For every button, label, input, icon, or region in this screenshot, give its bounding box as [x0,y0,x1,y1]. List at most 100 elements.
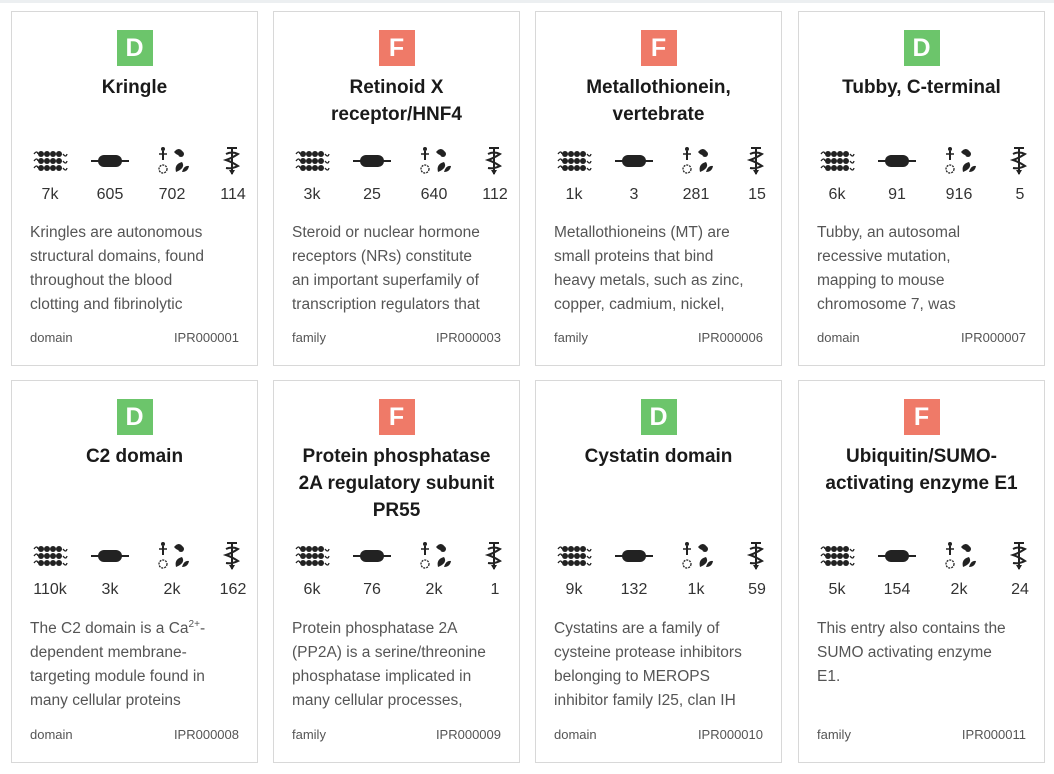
stat-count[interactable]: 640 [420,186,448,203]
entry-title-line: receptor/HNF4 [331,104,462,125]
entry-accession[interactable]: IPR000010 [697,727,763,742]
entry-title[interactable]: C2 domain [30,443,239,470]
sequences-icon[interactable] [292,146,332,180]
structure-icon[interactable] [1000,146,1040,180]
protein-domain-icon[interactable] [877,146,917,180]
sequences-icon[interactable] [292,541,332,575]
stat-count[interactable]: 1k [687,581,705,598]
stat-count[interactable]: 110k [33,581,67,598]
entry-title-line: vertebrate [612,104,705,125]
description-line: targeting module found in [30,668,205,685]
stat-count[interactable]: 5 [1015,186,1025,203]
taxonomy-icon[interactable] [676,146,716,180]
entry-footer: domain IPR000010 [554,727,763,742]
taxonomy-icon[interactable] [152,541,192,575]
entry-accession[interactable]: IPR000009 [435,727,501,742]
stat-count[interactable]: 916 [945,186,973,203]
structure-icon[interactable] [737,541,777,575]
sequences-icon[interactable] [30,541,70,575]
stat-count[interactable]: 3k [303,186,321,203]
structure-icon[interactable] [737,146,777,180]
entry-title[interactable]: Protein phosphatase 2A regulatory subunit… [292,443,501,524]
stat-count[interactable]: 114 [220,186,246,203]
entry-title[interactable]: Retinoid X receptor/HNF4 [292,74,501,128]
stat-count[interactable]: 3k [101,581,119,598]
description-line: Tubby, an autosomal [817,224,961,241]
stat-count[interactable]: 605 [96,186,124,203]
structure-icon[interactable] [1000,541,1040,575]
entry-card[interactable]: D Kringle 7k 605 702 114 Kringles are autonom… [11,11,258,366]
entry-accession[interactable]: IPR000011 [961,727,1026,742]
stat-count[interactable]: 702 [158,186,186,203]
taxonomy-icon[interactable] [939,146,979,180]
entry-card[interactable]: D Cystatin domain 9k 132 1k 59 Cystatins are … [535,380,782,763]
protein-domain-icon[interactable] [614,541,654,575]
protein-domain-icon[interactable] [352,146,392,180]
sequences-icon[interactable] [817,541,857,575]
entry-card[interactable]: F Retinoid X receptor/HNF4 3k 25 640 112 Stero… [273,11,520,366]
protein-domain-icon[interactable] [90,541,130,575]
entry-title[interactable]: Metallothionein, vertebrate [554,74,763,128]
entry-type-badge: D [903,30,940,66]
stat-count[interactable]: 24 [1011,581,1029,598]
entry-card[interactable]: D Tubby, C-terminal 6k 91 916 5 Tubby, an aut… [798,11,1045,366]
stat-count[interactable]: 9k [565,581,583,598]
entry-accession[interactable]: IPR000001 [173,330,239,345]
stat-count[interactable]: 6k [828,186,846,203]
stat-count[interactable]: 2k [425,581,443,598]
protein-domain-icon[interactable] [90,146,130,180]
stat-count[interactable]: 162 [219,581,247,598]
structure-icon[interactable] [213,541,253,575]
stat-count[interactable]: 91 [888,186,906,203]
taxonomy-icon[interactable] [414,146,454,180]
taxonomy-icon[interactable] [152,146,192,180]
entry-title-line: Tubby, C-terminal [842,77,1001,98]
taxonomy-icon[interactable] [676,541,716,575]
entry-title[interactable]: Tubby, C-terminal [817,74,1026,101]
structure-icon[interactable] [475,146,515,180]
protein-domain-icon[interactable] [614,146,654,180]
taxonomy-icon[interactable] [939,541,979,575]
stat-count[interactable]: 25 [363,186,381,203]
taxonomy-icon[interactable] [414,541,454,575]
entry-title[interactable]: Cystatin domain [554,443,763,470]
entry-footer: domain IPR000001 [30,330,239,345]
entry-accession[interactable]: IPR000003 [435,330,501,345]
stat-count[interactable]: 281 [682,186,710,203]
entry-accession[interactable]: IPR000008 [173,727,239,742]
stat-count[interactable]: 132 [620,581,648,598]
stat-count[interactable]: 59 [748,581,766,598]
entry-type-badge: F [903,399,940,435]
entry-description: This entry also contains the SUMO activat… [817,617,1030,713]
stat-count[interactable]: 2k [950,581,968,598]
stat-count[interactable]: 76 [363,581,381,598]
entry-card[interactable]: F Ubiquitin/SUMO-activating enzyme E1 5k 15… [798,380,1045,763]
stat-count[interactable]: 112 [482,186,508,203]
stat-count[interactable]: 6k [303,581,321,598]
entry-title[interactable]: Ubiquitin/SUMO-activating enzyme E1 [817,443,1026,497]
protein-domain-icon[interactable] [877,541,917,575]
protein-domain-icon[interactable] [352,541,392,575]
sequences-icon[interactable] [554,146,594,180]
stat-count[interactable]: 5k [828,581,846,598]
entry-card[interactable]: F Metallothionein, vertebrate 1k 3 281 15 Meta… [535,11,782,366]
entry-card[interactable]: F Protein phosphatase 2A regulatory subuni… [273,380,520,763]
stat-count[interactable]: 7k [41,186,59,203]
entry-title[interactable]: Kringle [30,74,239,101]
entry-accession[interactable]: IPR000007 [960,330,1026,345]
structure-icon[interactable] [475,541,515,575]
structure-icon[interactable] [213,146,253,180]
stat-count[interactable]: 1 [490,581,500,598]
entry-accession[interactable]: IPR000006 [697,330,763,345]
stat-count[interactable]: 15 [748,186,766,203]
sequences-icon[interactable] [554,541,594,575]
stat-count[interactable]: 154 [883,581,911,598]
sequences-icon[interactable] [30,146,70,180]
stat-count[interactable]: 1k [565,186,583,203]
entry-title-line: Retinoid X [349,77,444,98]
stat-count[interactable]: 2k [163,581,181,598]
description-line: dependent membrane- [30,644,187,661]
stat-count[interactable]: 3 [629,186,639,203]
entry-card[interactable]: D C2 domain 110k 3k 2k 162 The C2 domain is a… [11,380,258,763]
sequences-icon[interactable] [817,146,857,180]
